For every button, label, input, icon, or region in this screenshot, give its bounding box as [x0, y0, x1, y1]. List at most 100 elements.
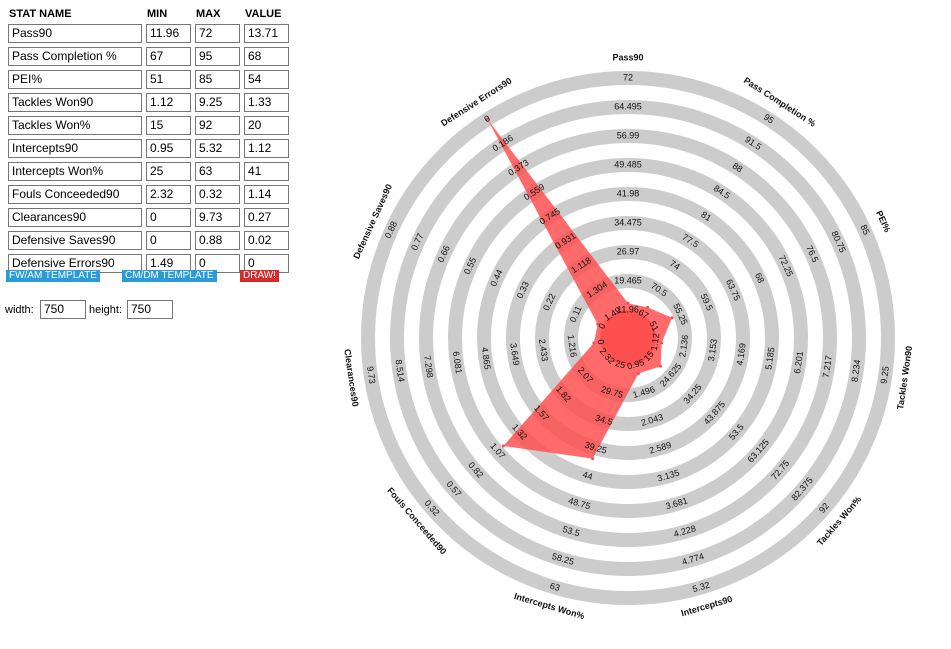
axis-label: Tackles Won90 — [895, 345, 914, 410]
ring-band — [564, 274, 692, 402]
tick-label: 4.169 — [735, 342, 748, 366]
cm-dm-template-button[interactable]: CM/DM TEMPLATE — [122, 270, 217, 282]
value-field[interactable]: 1.14 — [244, 185, 289, 204]
stat-name-field[interactable]: Tackles Won90 — [8, 93, 142, 112]
min-field[interactable]: 2.32 — [146, 185, 191, 204]
header-min: MIN — [147, 8, 168, 20]
value-field[interactable]: 1.33 — [244, 93, 289, 112]
max-field[interactable]: 85 — [195, 70, 240, 89]
max-field[interactable]: 95 — [195, 47, 240, 66]
tick-label: 26.97 — [617, 246, 640, 256]
data-point — [592, 341, 596, 345]
value-field[interactable]: 20 — [244, 116, 289, 135]
value-field[interactable]: 0.02 — [244, 231, 289, 250]
stat-panel: STAT NAME MIN MAX VALUE Pass90 11.96 72 13.… — [8, 4, 293, 277]
max-field[interactable]: 5.32 — [195, 139, 240, 158]
tick-label: 8.234 — [849, 359, 862, 383]
data-point — [670, 316, 674, 320]
tick-label: 4.865 — [480, 347, 493, 371]
tick-label: 8.514 — [393, 359, 406, 383]
data-point — [596, 322, 600, 326]
table-row: Pass90 11.96 72 13.71 — [8, 24, 289, 43]
value-field[interactable]: 41 — [244, 162, 289, 181]
max-field[interactable]: 0 — [195, 254, 240, 273]
tick-label: 15 — [642, 349, 656, 363]
tick-label: 74 — [668, 258, 682, 272]
stat-name-field[interactable]: Clearances90 — [8, 208, 142, 227]
data-point — [646, 305, 650, 309]
value-field[interactable]: 68 — [244, 47, 289, 66]
value-field[interactable]: 54 — [244, 70, 289, 89]
value-field[interactable]: 0.27 — [244, 208, 289, 227]
tick-label: 49.485 — [614, 159, 642, 169]
tick-label: 44 — [581, 469, 593, 481]
tick-label: 2.136 — [677, 334, 690, 358]
stat-name-field[interactable]: Defensive Saves90 — [8, 231, 142, 250]
stat-name-field[interactable]: PEI% — [8, 70, 142, 89]
fw-am-template-button[interactable]: FW/AM TEMPLATE — [6, 270, 100, 282]
data-point — [485, 117, 489, 121]
table-row: Tackles Won90 1.12 9.25 1.33 — [8, 93, 289, 112]
min-field[interactable]: 0 — [146, 231, 191, 250]
width-label: width: — [5, 304, 34, 316]
tick-label: 88 — [731, 161, 745, 175]
ring-band — [506, 216, 750, 460]
min-field[interactable]: 11.96 — [146, 24, 191, 43]
axis-label: Pass90 — [612, 52, 643, 62]
table-row: Defensive Saves90 0 0.88 0.02 — [8, 231, 289, 250]
tick-label: 3.153 — [706, 338, 719, 362]
table-row: Clearances90 0 9.73 0.27 — [8, 208, 289, 227]
height-input[interactable]: 750 — [127, 300, 173, 319]
stat-name-field[interactable]: Defensive Errors90 — [8, 254, 142, 273]
max-field[interactable]: 92 — [195, 116, 240, 135]
max-field[interactable]: 63 — [195, 162, 240, 181]
tick-label: 1.216 — [566, 334, 579, 358]
header-value: VALUE — [245, 8, 282, 20]
tick-label: 34.5 — [594, 413, 614, 428]
stat-name-field[interactable]: Intercepts90 — [8, 139, 142, 158]
min-field[interactable]: 15 — [146, 116, 191, 135]
min-field[interactable]: 0.95 — [146, 139, 191, 158]
draw-button[interactable]: DRAW! — [240, 270, 279, 282]
stat-name-field[interactable]: Tackles Won% — [8, 116, 142, 135]
tick-label: 5.185 — [763, 347, 776, 371]
min-field[interactable]: 51 — [146, 70, 191, 89]
tick-label: 19.465 — [614, 275, 642, 285]
data-point — [636, 372, 640, 376]
ring-band — [477, 187, 779, 489]
min-field[interactable]: 0 — [146, 208, 191, 227]
stat-name-field[interactable]: Pass90 — [8, 24, 142, 43]
max-field[interactable]: 72 — [195, 24, 240, 43]
tick-label: 34.475 — [614, 217, 642, 227]
data-point — [591, 457, 595, 461]
min-field[interactable]: 25 — [146, 162, 191, 181]
tick-label: 68 — [753, 271, 766, 284]
max-field[interactable]: 0.88 — [195, 231, 240, 250]
tick-label: 64.495 — [614, 101, 642, 111]
header-stat-name: STAT NAME — [9, 8, 72, 20]
tick-label: 0 — [596, 339, 607, 345]
tick-label: 51 — [647, 319, 660, 332]
value-field[interactable]: 13.71 — [244, 24, 289, 43]
ring-band — [535, 245, 721, 431]
stat-name-field[interactable]: Pass Completion % — [8, 47, 142, 66]
max-field[interactable]: 9.25 — [195, 93, 240, 112]
min-field[interactable]: 1.12 — [146, 93, 191, 112]
min-field[interactable]: 1.49 — [146, 254, 191, 273]
width-input[interactable]: 750 — [40, 300, 86, 319]
tick-label: 1.12 — [649, 333, 661, 352]
tick-label: 7.217 — [821, 355, 834, 379]
tick-label: 5.32 — [691, 580, 711, 595]
stat-name-field[interactable]: Fouls Conceeded90 — [8, 185, 142, 204]
tick-label: 9.25 — [879, 366, 891, 385]
max-field[interactable]: 0.32 — [195, 185, 240, 204]
tick-label: 53.5 — [561, 524, 581, 539]
ring-band — [448, 158, 808, 518]
min-field[interactable]: 67 — [146, 47, 191, 66]
tick-label: 3.649 — [508, 342, 521, 366]
stat-name-field[interactable]: Intercepts Won% — [8, 162, 142, 181]
axis-label: Clearances90 — [342, 348, 360, 407]
value-field[interactable]: 1.12 — [244, 139, 289, 158]
max-field[interactable]: 9.73 — [195, 208, 240, 227]
